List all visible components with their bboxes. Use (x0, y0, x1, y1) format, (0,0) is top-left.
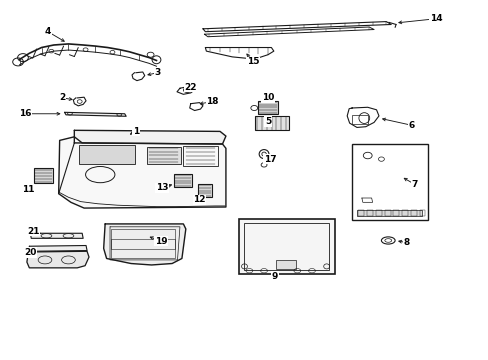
Text: 13: 13 (156, 184, 168, 192)
Polygon shape (59, 137, 225, 208)
Bar (146, 147, 181, 164)
Text: 2: 2 (60, 94, 65, 102)
Polygon shape (27, 251, 89, 268)
Bar (173, 174, 192, 187)
Text: 22: 22 (184, 83, 197, 91)
Text: 10: 10 (261, 94, 274, 102)
Bar (392, 210, 398, 216)
Text: 19: 19 (155, 237, 167, 246)
Bar (375, 210, 381, 216)
Text: 5: 5 (264, 117, 270, 126)
Bar (419, 210, 425, 216)
Bar (238, 219, 335, 274)
Bar (401, 210, 407, 216)
Text: 18: 18 (206, 97, 219, 106)
Polygon shape (29, 246, 87, 251)
Bar (34, 168, 53, 183)
Bar (410, 210, 416, 216)
Text: 4: 4 (44, 27, 51, 36)
Bar (356, 210, 421, 216)
Bar (79, 145, 135, 164)
Bar (183, 146, 217, 166)
Bar (258, 101, 277, 114)
Text: 1: 1 (133, 126, 139, 135)
Text: 8: 8 (403, 238, 409, 247)
Bar (111, 229, 175, 258)
Text: 17: 17 (263, 154, 276, 163)
Bar (366, 210, 372, 216)
Text: 6: 6 (408, 121, 414, 130)
Text: 15: 15 (246, 57, 259, 66)
Text: 3: 3 (154, 68, 160, 77)
Text: 21: 21 (27, 227, 40, 236)
Text: 14: 14 (429, 14, 442, 23)
Text: 12: 12 (193, 195, 205, 204)
Polygon shape (30, 233, 83, 238)
Bar (276, 260, 295, 269)
Bar (255, 116, 288, 130)
Text: 11: 11 (22, 184, 35, 194)
Text: 7: 7 (410, 180, 417, 189)
Bar (198, 184, 211, 197)
Bar (111, 239, 175, 249)
Polygon shape (64, 112, 126, 116)
Text: 9: 9 (271, 272, 278, 281)
Bar (384, 210, 390, 216)
Bar (351, 115, 367, 124)
Text: 20: 20 (24, 248, 37, 257)
Bar (358, 210, 364, 216)
Bar (244, 223, 328, 270)
Polygon shape (103, 224, 185, 265)
Text: 16: 16 (19, 109, 32, 118)
Bar (351, 144, 427, 220)
Polygon shape (74, 130, 225, 144)
